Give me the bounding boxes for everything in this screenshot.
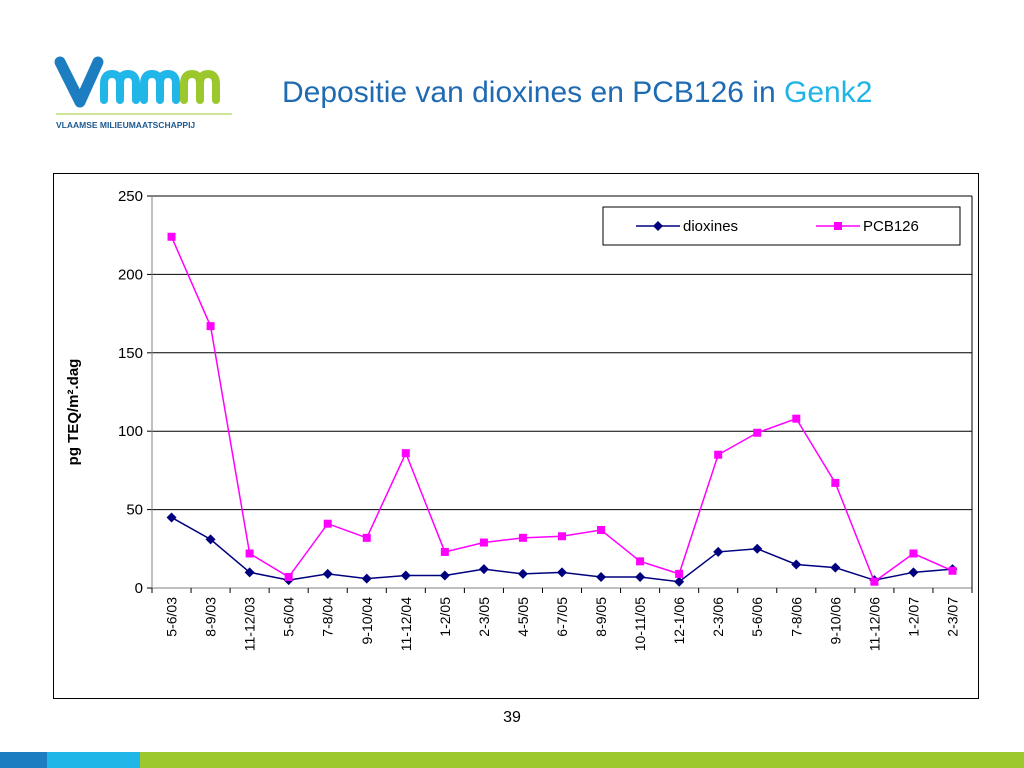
slide-title-main: Depositie van dioxines en PCB126 in <box>282 76 776 109</box>
y-axis-title: pg TEQ/m².dag <box>65 359 82 466</box>
data-point-pcb126 <box>909 549 918 558</box>
x-tick-label: 1-2/05 <box>437 597 453 637</box>
data-point-pcb126 <box>636 557 645 566</box>
y-tick-label: 150 <box>118 345 143 362</box>
x-tick-label: 5-6/04 <box>281 597 297 637</box>
x-tick-label: 12-1/06 <box>671 597 687 645</box>
y-tick-label: 50 <box>126 502 143 519</box>
data-point-pcb126 <box>206 322 215 331</box>
data-point-dioxines <box>361 573 372 584</box>
data-point-dioxines <box>244 567 255 578</box>
line-chart: 0 50 100 150 200 250 5-6/03 8-9/03 11-12/03 5-6/0… <box>65 188 973 651</box>
data-point-dioxines <box>674 576 685 587</box>
x-tick-label: 4-5/05 <box>515 597 531 637</box>
data-point-pcb126 <box>675 569 684 578</box>
y-tick-label: 100 <box>118 423 143 440</box>
x-tick-label: 1-2/07 <box>905 597 921 637</box>
x-tick-label: 9-10/06 <box>827 597 843 645</box>
slide-title: Depositie van dioxines en PCB126 in Genk… <box>282 76 872 110</box>
chart-frame: 0 50 100 150 200 250 5-6/03 8-9/03 11-12/03 5-6/0… <box>53 173 979 699</box>
legend-label-pcb126: PCB126 <box>863 218 919 235</box>
data-point-pcb126 <box>792 414 801 423</box>
data-point-pcb126 <box>870 577 879 586</box>
x-tick-label: 8-9/05 <box>593 597 609 637</box>
data-point-pcb126 <box>518 533 527 542</box>
data-point-pcb126 <box>401 449 410 458</box>
data-point-dioxines <box>166 512 177 523</box>
data-point-dioxines <box>713 546 724 557</box>
x-tick-label: 7-8/06 <box>788 597 804 637</box>
logo-m1-shape <box>100 69 140 104</box>
x-tick-label: 2-3/07 <box>944 597 960 637</box>
x-tick-label: 9-10/04 <box>359 597 375 645</box>
data-point-dioxines <box>439 570 450 581</box>
legend-marker-dioxines <box>653 221 663 231</box>
x-tick-label: 2-3/05 <box>476 597 492 637</box>
data-point-dioxines <box>517 568 528 579</box>
data-point-pcb126 <box>558 532 566 541</box>
data-point-pcb126 <box>714 450 723 459</box>
footer-bar-blue <box>0 752 47 768</box>
data-point-pcb126 <box>831 478 840 487</box>
y-tick-label: 0 <box>135 580 143 597</box>
legend-label-dioxines: dioxines <box>683 218 738 235</box>
data-point-dioxines <box>791 559 802 570</box>
y-tick-label: 200 <box>118 266 143 283</box>
data-point-dioxines <box>478 564 489 575</box>
data-point-pcb126 <box>245 549 254 558</box>
footer-bar-green <box>140 752 1024 768</box>
data-point-dioxines <box>205 534 216 545</box>
x-tick-label: 7-8/04 <box>320 597 336 637</box>
x-tick-label: 11-12/04 <box>398 597 414 651</box>
data-point-dioxines <box>557 567 567 578</box>
legend-marker-pcb126 <box>834 222 842 230</box>
data-point-dioxines <box>596 572 607 583</box>
x-tick-label: 11-12/03 <box>242 597 258 651</box>
data-point-pcb126 <box>362 533 371 542</box>
data-point-dioxines <box>635 572 646 583</box>
data-point-pcb126 <box>167 232 176 241</box>
logo-m2-shape <box>140 69 180 104</box>
logo-v-shape <box>54 56 104 108</box>
data-point-pcb126 <box>597 525 606 534</box>
data-point-pcb126 <box>440 547 449 556</box>
x-tick-label: 2-3/06 <box>710 597 726 637</box>
x-tick-label: 6-7/05 <box>554 597 570 637</box>
y-tick-label: 250 <box>118 188 143 205</box>
series-line-pcb126 <box>170 236 953 583</box>
x-tick-label: 11-12/06 <box>866 597 882 651</box>
data-point-pcb126 <box>753 428 762 437</box>
data-point-pcb126 <box>284 573 293 582</box>
footer-bar-cyan <box>47 752 140 768</box>
data-point-pcb126 <box>479 538 488 547</box>
data-point-dioxines <box>830 562 841 573</box>
x-tick-label: 10-11/05 <box>632 597 648 651</box>
slide-title-accent: Genk2 <box>783 76 873 109</box>
x-tick-label: 8-9/03 <box>203 597 219 637</box>
data-point-pcb126 <box>323 519 332 528</box>
x-tick-label: 5-6/03 <box>164 597 180 637</box>
logo-text: VLAAMSE MILIEUMAATSCHAPPIJ <box>56 120 195 130</box>
data-point-dioxines <box>752 543 763 554</box>
data-point-dioxines <box>322 568 333 579</box>
data-point-dioxines <box>400 570 411 581</box>
data-point-dioxines <box>908 567 919 578</box>
data-point-pcb126 <box>948 566 957 575</box>
vmm-logo: VLAAMSE MILIEUMAATSCHAPPIJ <box>54 56 232 130</box>
logo-m3-shape <box>180 69 220 104</box>
x-tick-label: 5-6/06 <box>749 597 765 637</box>
page-number: 39 <box>503 709 521 726</box>
